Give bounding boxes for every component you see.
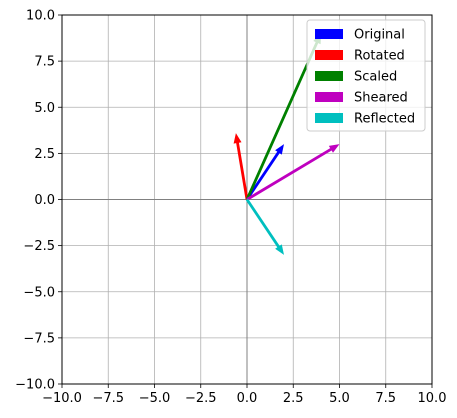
x-tick-label: 2.5: [283, 391, 304, 406]
arrow-shape: [245, 33, 321, 201]
legend: Original Rotated Scaled Sheared Reflected: [306, 19, 426, 132]
x-tick-label: −2.5: [185, 391, 217, 406]
ticks: −10.0 −7.5 −5.0 −2.5 0.0 2.5 5.0 7.5 10.0 −10.0 −7…: [15, 9, 446, 407]
legend-box: [306, 19, 426, 132]
legend-swatch: [315, 113, 343, 123]
y-tick-label: 2.5: [34, 147, 55, 162]
legend-swatch: [315, 50, 343, 60]
x-tick-label: 5.0: [329, 391, 350, 406]
legend-swatch: [315, 92, 343, 102]
arrow-shape: [245, 198, 284, 255]
y-tick-label: −5.0: [23, 285, 55, 300]
legend-swatch: [315, 71, 343, 81]
x-tick-label: −10.0: [42, 391, 82, 406]
legend-label: Original: [354, 28, 405, 43]
arrow-rotated: [233, 133, 249, 200]
arrow-series: [233, 33, 340, 255]
arrow-reflected: [245, 198, 284, 255]
y-tick-label: 0.0: [34, 193, 55, 208]
arrow-sheared: [246, 144, 340, 201]
arrow-original: [245, 144, 284, 201]
x-tick-label: 10.0: [418, 391, 447, 406]
y-tick-label: −10.0: [15, 378, 55, 393]
legend-swatch: [315, 29, 343, 39]
legend-label: Rotated: [354, 49, 405, 64]
arrow-shape: [246, 144, 340, 201]
legend-label: Reflected: [354, 112, 415, 127]
y-tick-label: 7.5: [34, 55, 55, 70]
legend-label: Sheared: [354, 91, 408, 106]
x-tick-label: 0.0: [237, 391, 258, 406]
arrow-shape: [233, 133, 249, 200]
y-tick-label: −2.5: [23, 239, 55, 254]
x-tick-label: 7.5: [375, 391, 396, 406]
y-tick-label: 10.0: [26, 9, 55, 24]
arrow-scaled: [245, 33, 321, 201]
legend-label: Scaled: [354, 70, 397, 85]
y-tick-label: −7.5: [23, 331, 55, 346]
x-tick-label: −5.0: [139, 391, 171, 406]
y-tick-label: 5.0: [34, 101, 55, 116]
arrow-shape: [245, 144, 284, 201]
x-tick-label: −7.5: [92, 391, 124, 406]
